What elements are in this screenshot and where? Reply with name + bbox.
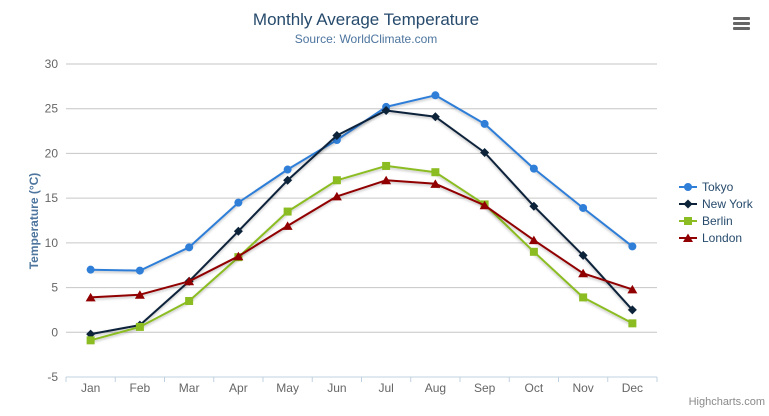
x-axis-labels: Jan Feb Mar Apr May Jun Jul Aug Sep Oct Nov Dec: [81, 381, 643, 395]
svg-text:Dec: Dec: [622, 381, 643, 395]
svg-text:Oct: Oct: [525, 381, 544, 395]
legend-item-berlin[interactable]: Berlin: [679, 212, 753, 229]
svg-text:May: May: [276, 381, 299, 395]
hamburger-menu-icon: [733, 27, 750, 30]
svg-text:0: 0: [51, 325, 58, 339]
chart-subtitle: Source: WorldClimate.com: [294, 32, 438, 46]
hamburger-menu-icon: [733, 17, 750, 20]
x-axis: [65, 376, 658, 382]
hamburger-menu-icon: [733, 22, 750, 25]
svg-text:Jun: Jun: [327, 381, 346, 395]
y-axis-labels: -5 0 5 10 15 20 25 30: [45, 57, 59, 384]
legend-item-london[interactable]: London: [679, 229, 753, 246]
highcharts-credit-link[interactable]: Highcharts.com: [688, 396, 765, 408]
legend-label: Berlin: [702, 213, 733, 228]
y-axis-title: Temperature (°C): [27, 172, 41, 270]
legend-label: New York: [702, 196, 753, 211]
svg-text:Aug: Aug: [425, 381, 446, 395]
svg-text:15: 15: [45, 191, 59, 205]
series-new-york[interactable]: [86, 106, 637, 339]
svg-text:-5: -5: [47, 370, 58, 384]
svg-text:30: 30: [45, 57, 59, 71]
series-tokyo[interactable]: [86, 91, 637, 275]
legend-marker-diamond-icon: [679, 199, 697, 208]
svg-text:25: 25: [45, 102, 59, 116]
svg-text:Jan: Jan: [81, 381, 100, 395]
y-gridlines: [66, 63, 657, 333]
legend-item-new-york[interactable]: New York: [679, 195, 753, 212]
legend-label: London: [702, 230, 743, 245]
svg-text:Apr: Apr: [229, 381, 248, 395]
series-london[interactable]: [85, 175, 638, 302]
svg-text:20: 20: [45, 146, 59, 160]
svg-text:Nov: Nov: [572, 381, 593, 395]
export-menu-button[interactable]: [733, 17, 750, 30]
svg-text:Mar: Mar: [179, 381, 200, 395]
legend-item-tokyo[interactable]: Tokyo: [679, 178, 753, 195]
legend-label: Tokyo: [702, 179, 734, 194]
chart-legend: Tokyo New York Berlin London: [679, 178, 753, 246]
legend-marker-square-icon: [679, 216, 697, 225]
svg-text:Feb: Feb: [130, 381, 151, 395]
legend-marker-circle-icon: [679, 182, 697, 191]
svg-text:Jul: Jul: [378, 381, 393, 395]
svg-text:5: 5: [51, 281, 58, 295]
svg-text:10: 10: [45, 236, 59, 250]
svg-text:Sep: Sep: [474, 381, 496, 395]
legend-marker-triangle-icon: [679, 233, 697, 242]
chart-title: Monthly Average Temperature: [252, 10, 480, 29]
